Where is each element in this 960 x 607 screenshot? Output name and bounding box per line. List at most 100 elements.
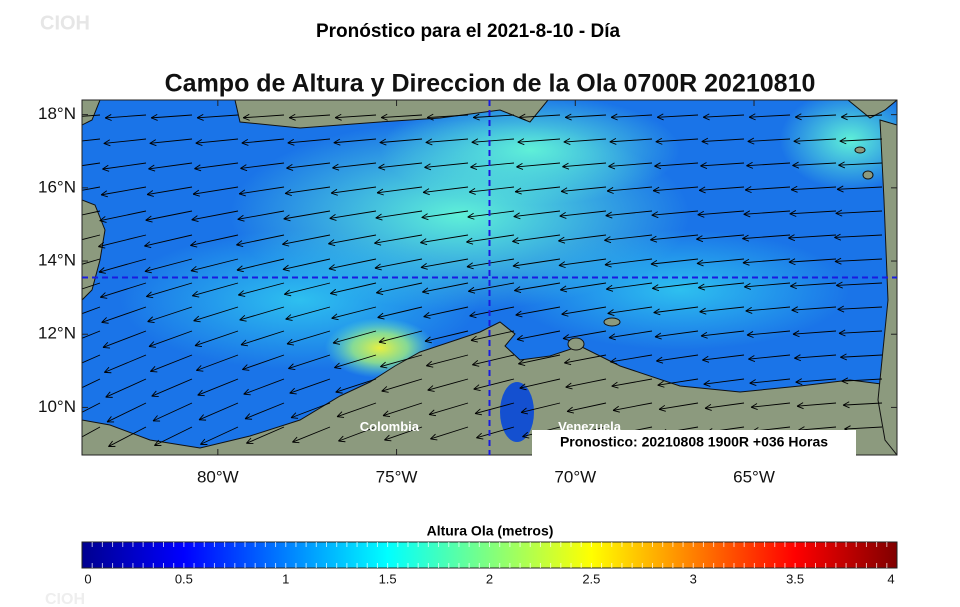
arrow-head bbox=[333, 142, 341, 146]
arrow-head bbox=[748, 358, 756, 362]
arrow-head bbox=[198, 414, 204, 421]
arrow-shaft bbox=[607, 306, 653, 314]
arrow-head bbox=[794, 113, 802, 118]
arrow-head bbox=[742, 262, 750, 266]
arrow-head bbox=[796, 402, 804, 407]
arrow-head bbox=[700, 335, 708, 339]
arrow-head bbox=[379, 138, 387, 143]
arrow-head bbox=[840, 116, 848, 121]
arrow-head bbox=[703, 379, 710, 385]
arrow-shaft bbox=[470, 330, 515, 341]
arrow-head bbox=[476, 432, 482, 439]
arrow-head bbox=[56, 318, 61, 323]
arrow-shaft bbox=[427, 114, 469, 118]
lat-tick-label: 14°N bbox=[38, 251, 76, 270]
colorbar-tick-label: 1.5 bbox=[379, 571, 397, 586]
arrow-head bbox=[150, 365, 156, 372]
arrow-head bbox=[748, 355, 755, 360]
arrow-shaft bbox=[474, 402, 515, 414]
arrow-shaft bbox=[377, 186, 423, 194]
arrow-head bbox=[286, 164, 293, 169]
arrow-head bbox=[288, 368, 296, 370]
arrow-shaft bbox=[331, 306, 377, 319]
arrow-shaft bbox=[466, 234, 515, 243]
arrow-head bbox=[236, 265, 243, 271]
arrow-shaft bbox=[840, 354, 883, 358]
arrow-shaft bbox=[375, 210, 423, 219]
arrow-head bbox=[650, 260, 658, 265]
arrow-shaft bbox=[105, 114, 147, 119]
arrow-head bbox=[520, 407, 527, 413]
arrow-head bbox=[331, 313, 338, 319]
arrow-head bbox=[566, 410, 574, 414]
arrow-head bbox=[605, 215, 613, 219]
arrow-head bbox=[100, 296, 108, 299]
arrow-head bbox=[792, 333, 800, 338]
arrow-head bbox=[383, 415, 391, 418]
arrow-head bbox=[468, 286, 475, 292]
arrow-head bbox=[238, 189, 246, 195]
arrow-shaft bbox=[512, 234, 561, 242]
arrow-shaft bbox=[749, 114, 791, 118]
arrow-head bbox=[790, 282, 797, 287]
arrow-shaft bbox=[562, 330, 607, 340]
arrow-head bbox=[520, 412, 529, 415]
arrow-shaft bbox=[468, 282, 515, 292]
arrow-head bbox=[701, 141, 709, 145]
arrow-shaft bbox=[746, 330, 791, 336]
arrow-head bbox=[606, 284, 613, 290]
arrow-head bbox=[514, 286, 521, 291]
arrow-shaft bbox=[790, 282, 837, 287]
arrow-head bbox=[610, 357, 617, 363]
arrow-shaft bbox=[700, 162, 745, 167]
arrow-head bbox=[426, 360, 432, 367]
arrow-head bbox=[424, 166, 432, 171]
arrow-shaft bbox=[703, 378, 745, 385]
arrow-shaft bbox=[198, 402, 239, 421]
arrow-head bbox=[609, 138, 617, 143]
arrow-head bbox=[236, 269, 244, 273]
arrow-head bbox=[374, 267, 382, 271]
arrow-head bbox=[144, 271, 152, 274]
arrow-shaft bbox=[150, 354, 193, 372]
arrow-head bbox=[793, 140, 801, 145]
arrow-head bbox=[148, 346, 157, 348]
arrow-head bbox=[101, 321, 109, 324]
arrow-shaft bbox=[514, 282, 561, 292]
arrow-shaft bbox=[565, 114, 607, 118]
arrow-head bbox=[420, 267, 428, 270]
arrow-shaft bbox=[697, 210, 745, 216]
arrow-head bbox=[834, 257, 842, 262]
lat-tick-label: 10°N bbox=[38, 397, 76, 416]
arrow-shaft bbox=[286, 330, 331, 345]
arrow-head bbox=[422, 291, 430, 295]
arrow-head bbox=[52, 243, 57, 248]
arrow-shaft bbox=[841, 378, 883, 382]
arrow-shaft bbox=[652, 282, 699, 289]
colorbar-minor-ticks bbox=[91, 542, 888, 568]
arrow-head bbox=[150, 370, 158, 373]
arrow-head bbox=[283, 214, 290, 220]
arrow-shaft bbox=[329, 210, 377, 219]
arrow-head bbox=[334, 113, 342, 119]
arrow-head bbox=[476, 437, 484, 440]
arrow-head bbox=[194, 345, 203, 347]
arrow-shaft bbox=[745, 306, 791, 312]
arrow-head bbox=[380, 113, 388, 118]
arrow-shaft bbox=[240, 330, 285, 346]
arrow-head bbox=[702, 359, 710, 363]
arrow-shaft bbox=[377, 306, 423, 318]
arrow-head bbox=[191, 219, 199, 223]
arrow-head bbox=[516, 166, 524, 170]
arrow-head bbox=[655, 141, 663, 145]
arrow-shaft bbox=[193, 186, 239, 195]
arrow-shaft bbox=[562, 162, 607, 168]
arrow-head bbox=[704, 407, 712, 411]
arrow-shaft bbox=[381, 378, 423, 392]
arrow-shaft bbox=[330, 282, 377, 295]
arrow-shaft bbox=[334, 354, 377, 369]
arrow-shaft bbox=[834, 234, 883, 238]
arrow-shaft bbox=[606, 282, 653, 290]
arrow-head bbox=[150, 114, 158, 119]
arrow-head bbox=[744, 282, 751, 288]
